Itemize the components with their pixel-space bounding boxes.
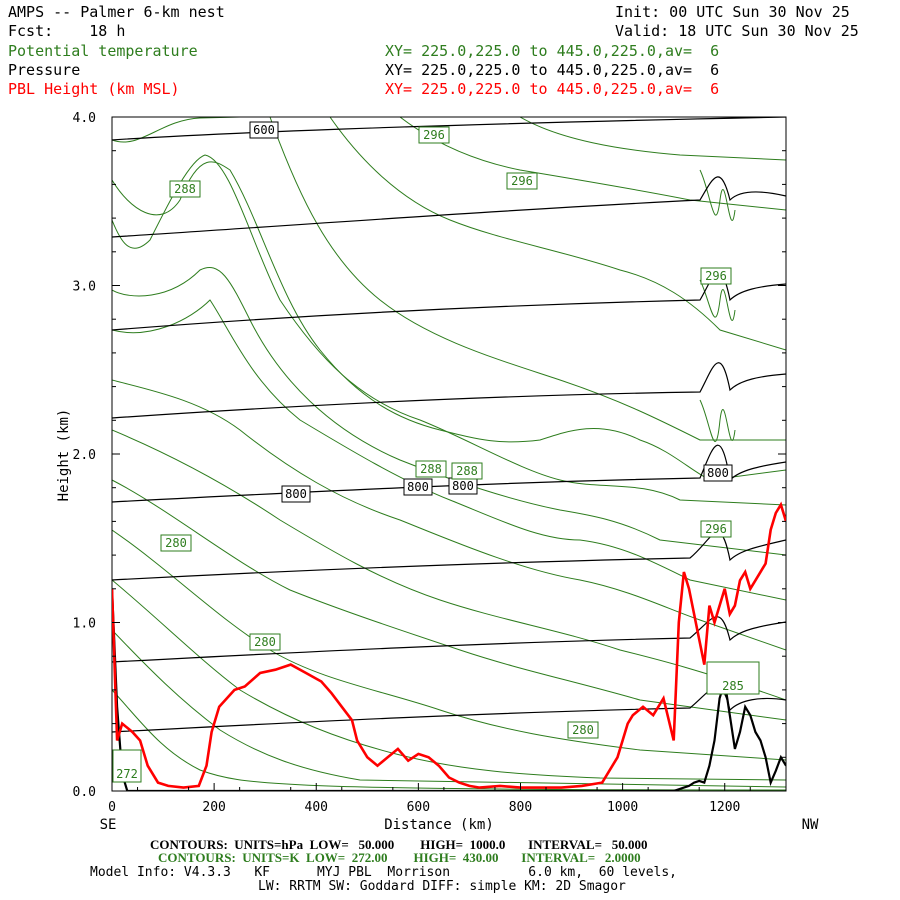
x-axis-ticks: 0 200 400 600 800 1000 1200 xyxy=(108,783,751,815)
pressure-label: 800 xyxy=(707,466,729,480)
y-tick-label: 1.0 xyxy=(73,617,96,632)
pressure-contour-info: CONTOURS: UNITS=hPa LOW= 50.000 HIGH= 10… xyxy=(150,837,648,852)
x-tick-label: 600 xyxy=(407,800,430,815)
theta-label: 296 xyxy=(705,269,727,283)
y-axis-label: Height (km) xyxy=(56,409,72,502)
x-end-right-label: NW xyxy=(802,817,819,833)
model-info-line-2: LW: RRTM SW: Goddard DIFF: simple KM: 2D… xyxy=(258,879,626,894)
field-pressure-name: Pressure xyxy=(8,61,81,79)
x-tick-label: 1000 xyxy=(607,800,638,815)
y-tick-label: 4.0 xyxy=(73,111,96,126)
x-tick-label: 400 xyxy=(305,800,328,815)
x-end-left-label: SE xyxy=(100,817,117,833)
x-axis-label: Distance (km) xyxy=(384,817,494,833)
theta-label: 280 xyxy=(254,635,276,649)
x-tick-label: 0 xyxy=(108,800,116,815)
theta-label: 285 xyxy=(722,679,744,693)
theta-label: 288 xyxy=(420,462,442,476)
y-tick-label: 3.0 xyxy=(73,280,96,295)
theta-contours xyxy=(112,117,786,791)
x-tick-label: 200 xyxy=(202,800,225,815)
valid-time: Valid: 18 UTC Sun 30 Nov 25 xyxy=(615,22,859,40)
pbl-height-line xyxy=(112,501,786,789)
model-info-line-1: Model Info: V4.3.3 KF MYJ PBL Morrison 6… xyxy=(90,865,677,880)
theta-label: 296 xyxy=(511,174,533,188)
y-tick-label: 2.0 xyxy=(73,448,96,463)
field-pbl-xy: XY= 225.0,225.0 to 445.0,225.0,av= 6 xyxy=(385,80,720,98)
theta-label: 280 xyxy=(165,536,187,550)
field-theta-name: Potential temperature xyxy=(8,42,198,60)
theta-label: 272 xyxy=(116,767,138,781)
field-pbl-name: PBL Height (km MSL) xyxy=(8,80,180,98)
field-theta-xy: XY= 225.0,225.0 to 445.0,225.0,av= 6 xyxy=(385,42,720,60)
plot-frame xyxy=(111,116,787,792)
pressure-label: 800 xyxy=(407,480,429,494)
pressure-label: 800 xyxy=(452,479,474,493)
theta-label: 288 xyxy=(456,464,478,478)
field-pressure-xy: XY= 225.0,225.0 to 445.0,225.0,av= 6 xyxy=(385,61,720,79)
terrain-line xyxy=(112,588,786,791)
chart-title: AMPS -- Palmer 6-km nest xyxy=(8,3,225,21)
y-tick-label: 0.0 xyxy=(73,785,96,800)
pressure-contours xyxy=(112,117,786,733)
forecast-hour: Fcst: 18 h xyxy=(8,22,126,40)
theta-label: 296 xyxy=(423,128,445,142)
pressure-label: 800 xyxy=(285,487,307,501)
pressure-labels: 600 800 800 800 800 xyxy=(249,121,733,503)
pressure-label: 600 xyxy=(253,123,275,137)
x-tick-label: 800 xyxy=(509,800,532,815)
theta-contour-info: CONTOURS: UNITS=K LOW= 272.00 HIGH= 430.… xyxy=(158,850,641,865)
y-axis-ticks: 0.0 1.0 2.0 3.0 4.0 xyxy=(73,111,786,800)
theta-labels: 296 296 288 296 288 288 280 296 280 285 … xyxy=(112,126,760,783)
init-time: Init: 00 UTC Sun 30 Nov 25 xyxy=(615,3,850,21)
theta-label: 288 xyxy=(174,182,196,196)
theta-label: 280 xyxy=(572,723,594,737)
theta-label: 296 xyxy=(705,522,727,536)
x-tick-label: 1200 xyxy=(709,800,740,815)
